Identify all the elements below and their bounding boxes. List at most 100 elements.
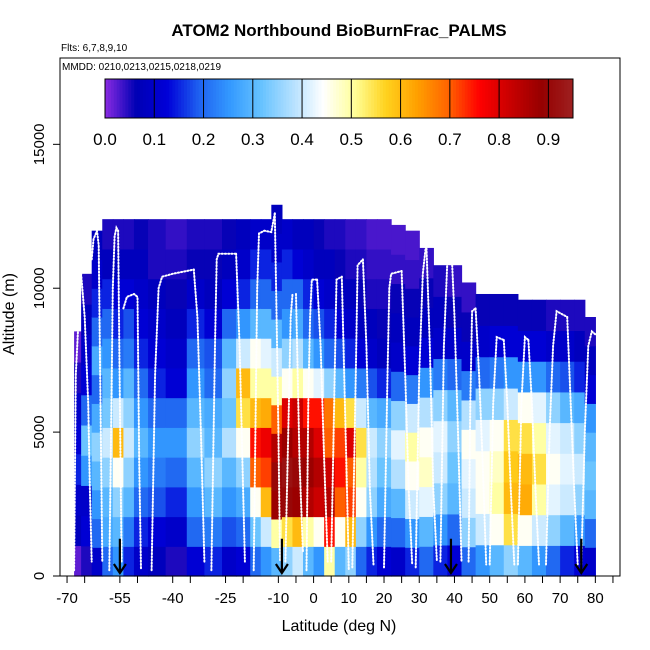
colorbar-segment [397,79,401,118]
heatmap-cell [391,341,406,372]
heatmap-cell [303,486,315,518]
heatmap-cell [204,308,223,339]
heatmap-cell [531,391,547,424]
flight-profile [252,212,276,572]
colorbar-segment [207,79,211,118]
heatmap-cell [271,461,283,491]
flight-profiles [73,212,597,572]
heatmap-cell [292,546,304,577]
colorbar-segment [230,79,235,118]
colorbar-segment [532,79,536,118]
heatmap-cell [91,345,103,376]
heatmap-cell [334,457,346,488]
heatmap-cell [546,514,561,546]
heatmap-cell [376,278,392,309]
heatmap-cell [281,278,294,309]
heatmap-cell [475,293,491,326]
heatmap-cell [391,458,406,489]
heatmap-cell [574,545,586,577]
colorbar-segment [359,79,363,118]
colorbar-segment [526,79,530,118]
heatmap-cell [271,518,283,549]
heatmap-cell [91,403,103,433]
colorbar-segment [143,79,147,118]
heatmap-cell [186,219,205,250]
colorbar-segment [306,79,311,118]
colorbar-segment [356,79,360,118]
colorbar-segment [110,79,115,118]
heatmap-cell [345,516,357,547]
colorbar-segment [181,79,185,118]
flight-profile [566,316,579,566]
heatmap-cell [391,400,406,431]
colorbar-segment [271,79,276,118]
x-tick-label: 20 [376,590,393,607]
heatmap-cell [133,248,149,280]
colorbar-segment [567,79,571,118]
colorbar-segment [195,79,200,118]
colorbar-segment [324,79,328,118]
heatmap-cell [250,248,262,280]
heatmap-cell [584,432,596,462]
heatmap-cell [236,397,251,428]
heatmap-cell [222,546,237,577]
heatmap-cell [123,457,135,488]
heatmap-cell [112,516,124,547]
heatmap-cell [531,514,547,546]
colorbar-segment [239,79,243,118]
colorbar-segment [409,79,413,118]
heatmap-cell [148,397,167,428]
heatmap-cell [517,514,533,546]
heatmap-cell [405,259,420,289]
heatmap-cell [531,483,547,516]
colorbar-segment [362,79,366,118]
heatmap-cell [148,248,167,280]
colorbar-segment [368,79,372,118]
flight-profile [425,241,438,563]
colorbar-segment [385,79,390,118]
heatmap-cell [345,546,357,577]
x-tick-label: 70 [552,590,569,607]
heatmap-cell [148,486,167,518]
x-tick-label: 10 [340,590,357,607]
heatmap-cell [574,391,586,424]
heatmap-cell [517,299,533,332]
colorbar-segment [227,79,232,118]
colorbar-segment [116,79,121,118]
flight-profile [295,293,304,554]
heatmap-cell [355,397,368,428]
colorbar-segment [204,79,208,118]
heatmap-cell [391,224,406,255]
colorbar-segment [476,79,480,118]
colorbar-segment [318,79,322,118]
heatmap-cell [186,248,205,280]
heatmap-cell [91,432,103,462]
colorbar-segment [242,79,246,118]
flight-profile [273,212,282,563]
heatmap-cell [489,544,505,577]
colorbar-segment [292,79,296,118]
colorbar-segment [423,79,428,118]
heatmap-cell [334,367,346,399]
heatmap-cell [165,278,188,309]
heatmap-cell [447,358,463,391]
heatmap-cell [303,248,315,280]
colorbar-segment [148,79,153,118]
heatmap-cell [376,427,392,458]
y-tick-label: 15000 [31,123,48,165]
heatmap-cell [531,330,547,362]
heatmap-cell [391,371,406,402]
colorbar-segment [224,79,229,118]
heatmap-cell [91,460,103,491]
heatmap-cell [584,489,596,520]
colorbar-segment [558,79,562,118]
flight-profile [235,252,246,563]
heatmap-cell [165,397,188,428]
heatmap-cell [260,457,272,488]
x-tick-label: -25 [215,590,237,607]
colorbar-segment [406,79,410,118]
latitude-arrows [112,538,589,575]
colorbar-segment [485,79,489,118]
heatmap-cell [271,404,283,434]
colorbar-segment [236,79,241,118]
